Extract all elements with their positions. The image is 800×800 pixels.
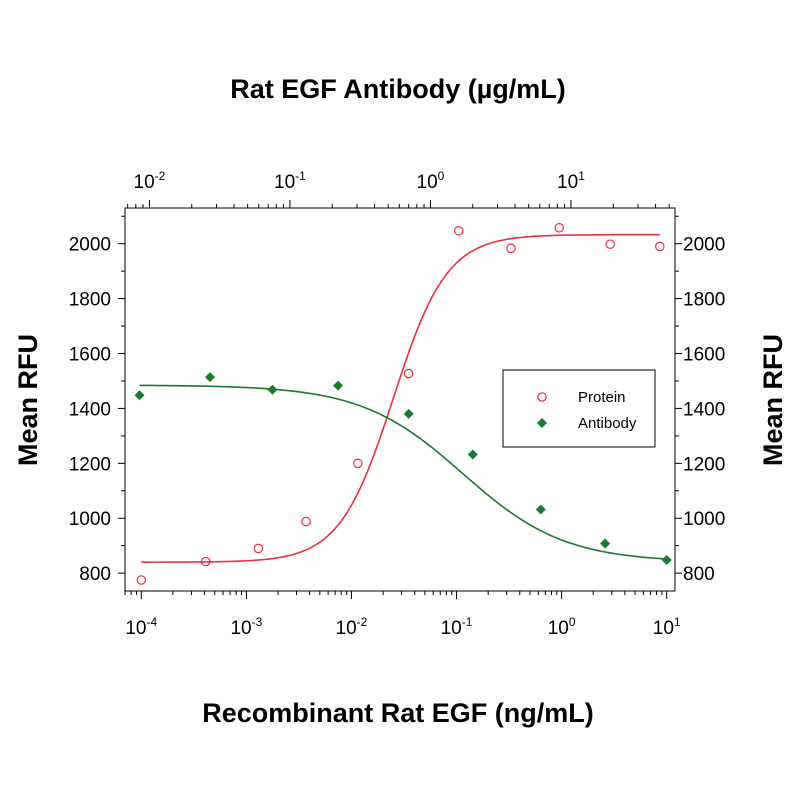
right-tick-label: 1600: [683, 345, 725, 366]
left-axis-ticks: 800 1000 1200 1400 1600 1800 2000: [69, 215, 125, 585]
top-axis-title: Rat EGF Antibody (µg/mL): [230, 74, 566, 104]
protein-point: [506, 243, 516, 254]
right-axis-title: Mean RFU: [758, 334, 788, 466]
right-tick-label: 2000: [683, 235, 725, 256]
antibody-point: [467, 449, 478, 460]
left-tick-label: 1800: [69, 290, 111, 311]
protein-point: [200, 556, 211, 567]
right-axis-ticks: 800 1000 1200 1400 1600 1800 2000: [675, 215, 725, 585]
legend-box: [502, 369, 656, 448]
bottom-tick-label: 10-2: [336, 615, 368, 639]
left-tick-label: 2000: [69, 235, 111, 256]
protein-point: [654, 241, 665, 252]
antibody-fit-curve: [139, 384, 667, 560]
antibody-point: [134, 390, 145, 401]
left-tick-label: 1600: [69, 345, 111, 366]
bottom-tick-label: 10-4: [125, 615, 157, 639]
protein-point: [453, 225, 464, 236]
legend-protein-marker: [537, 392, 547, 402]
left-tick-label: 1200: [69, 454, 111, 475]
right-tick-label: 1200: [683, 454, 725, 475]
bottom-tick-label: 10-1: [441, 615, 473, 639]
antibody-point: [267, 384, 278, 395]
top-axis-ticks: 10-2 10-1 100 101: [127, 169, 670, 208]
protein-point: [301, 516, 311, 527]
data-points: [134, 222, 672, 585]
protein-point: [403, 368, 414, 379]
legend: Protein Antibody: [502, 369, 656, 448]
antibody-point: [403, 408, 414, 419]
right-tick-label: 1800: [683, 290, 725, 311]
top-tick-label: 10-2: [134, 169, 166, 193]
antibody-point: [600, 538, 611, 549]
bottom-tick-label: 100: [548, 615, 576, 639]
right-tick-label: 1000: [683, 509, 725, 530]
antibody-point: [535, 504, 546, 515]
antibody-point: [205, 372, 216, 383]
left-axis-title: Mean RFU: [13, 334, 43, 466]
left-tick-label: 1000: [69, 509, 111, 530]
top-tick-label: 100: [417, 169, 445, 193]
fit-curves: [139, 233, 667, 563]
top-tick-label: 10-1: [274, 169, 306, 193]
protein-point: [554, 222, 565, 233]
antibody-point: [333, 380, 344, 391]
bottom-tick-label: 10-3: [230, 615, 262, 639]
right-tick-label: 800: [683, 564, 715, 585]
plot-frame: [124, 207, 676, 592]
protein-point: [353, 458, 363, 469]
legend-antibody-marker: [537, 418, 547, 428]
bottom-tick-label: 101: [653, 615, 681, 639]
top-tick-label: 101: [557, 169, 585, 193]
protein-point: [605, 239, 615, 250]
left-tick-label: 1400: [69, 399, 111, 420]
left-tick-label: 800: [79, 564, 111, 585]
protein-fit-curve: [141, 233, 660, 563]
protein-point: [136, 575, 147, 585]
legend-antibody-label: Antibody: [578, 415, 637, 432]
bottom-axis-title: Recombinant Rat EGF (ng/mL): [202, 698, 594, 728]
protein-point: [253, 543, 264, 554]
antibody-point: [661, 554, 672, 565]
bottom-axis-ticks: 10-4 10-3 10-2 10-1 100 101: [124, 591, 681, 639]
legend-protein-label: Protein: [578, 389, 626, 406]
right-tick-label: 1400: [683, 399, 725, 420]
